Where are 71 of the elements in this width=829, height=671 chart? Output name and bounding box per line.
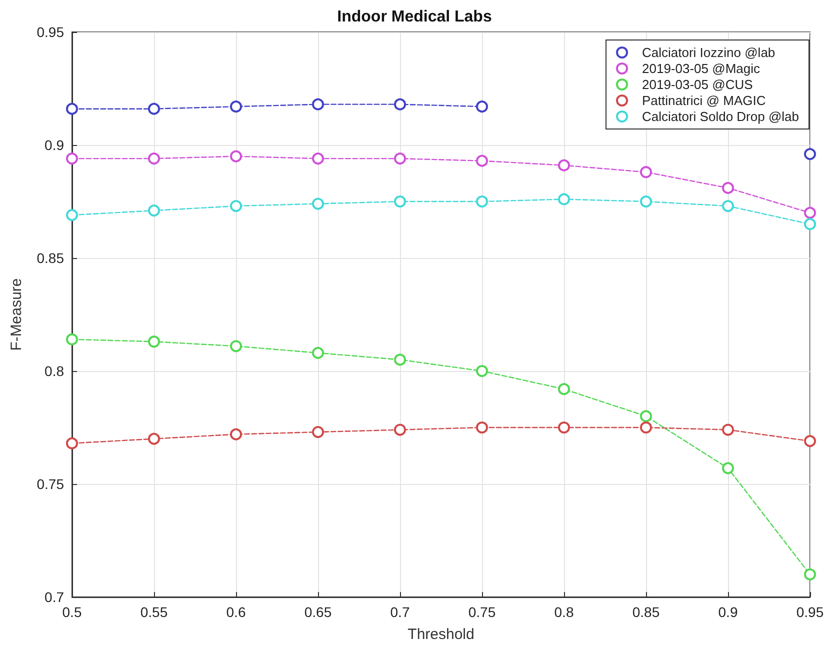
point	[722, 424, 734, 436]
point	[476, 422, 488, 434]
point	[640, 196, 652, 208]
point	[66, 152, 78, 165]
point	[312, 426, 324, 438]
legend-label: 2019-03-05 @Magic	[642, 61, 760, 76]
x-tick-label: 0.8	[554, 604, 574, 620]
point	[148, 432, 160, 445]
y-tick-label: 0.7	[44, 589, 64, 605]
x-tick-label: 0.85	[632, 604, 660, 620]
point	[394, 98, 406, 110]
point	[394, 424, 406, 436]
x-tick-label: 0.7	[390, 604, 410, 620]
point	[558, 159, 570, 172]
point	[66, 437, 78, 450]
point	[558, 422, 570, 434]
point	[230, 100, 242, 113]
y-tick-label: 0.95	[36, 24, 64, 40]
point	[312, 98, 324, 110]
point	[558, 193, 570, 206]
point	[312, 152, 324, 165]
x-axis-title: Threshold	[408, 626, 474, 643]
point	[640, 410, 652, 422]
x-tick-label: 0.6	[226, 604, 246, 620]
point	[148, 336, 160, 348]
y-tick-label: 0.85	[36, 250, 64, 266]
legend-label: Pattinatrici @ MAGIC	[642, 93, 766, 108]
point	[66, 333, 78, 346]
point	[476, 365, 488, 377]
point	[476, 154, 488, 167]
point	[722, 462, 734, 474]
point	[558, 383, 570, 396]
x-tick-label: 0.95	[796, 604, 824, 620]
point	[394, 354, 406, 366]
legend-label: Calciatori Iozzino @lab	[642, 45, 776, 60]
chart-title: Indoor Medical Labs	[337, 8, 492, 26]
point	[394, 152, 406, 165]
point	[312, 346, 324, 359]
y-tick-label: 0.9	[44, 137, 64, 153]
point	[804, 148, 816, 160]
x-tick-label: 0.55	[140, 604, 168, 620]
y-tick-label: 0.8	[44, 363, 64, 379]
x-tick-label: 0.9	[718, 604, 738, 620]
point	[230, 428, 242, 440]
point	[148, 152, 160, 165]
x-tick-label: 0.65	[304, 604, 332, 620]
point	[230, 340, 242, 352]
point	[148, 204, 160, 217]
y-axis-title: F-Measure	[8, 278, 25, 351]
point	[804, 218, 816, 230]
legend-label: 2019-03-05 @CUS	[642, 77, 754, 92]
point	[66, 102, 78, 115]
x-tick-label: 0.75	[468, 604, 496, 620]
point	[312, 198, 324, 210]
point	[148, 102, 160, 115]
point	[804, 206, 816, 219]
point	[394, 196, 406, 208]
x-tick-label: 0.5	[62, 604, 82, 620]
point	[476, 196, 488, 208]
y-tick-label: 0.75	[36, 476, 64, 492]
point	[804, 435, 816, 448]
legend-label: Calciatori Soldo Drop @lab	[642, 109, 800, 124]
point	[804, 568, 816, 580]
point	[640, 422, 652, 434]
point	[722, 182, 734, 194]
point	[230, 200, 242, 212]
point	[66, 209, 78, 222]
point	[722, 200, 734, 212]
point	[640, 166, 652, 178]
point	[476, 100, 488, 113]
point	[230, 150, 242, 162]
